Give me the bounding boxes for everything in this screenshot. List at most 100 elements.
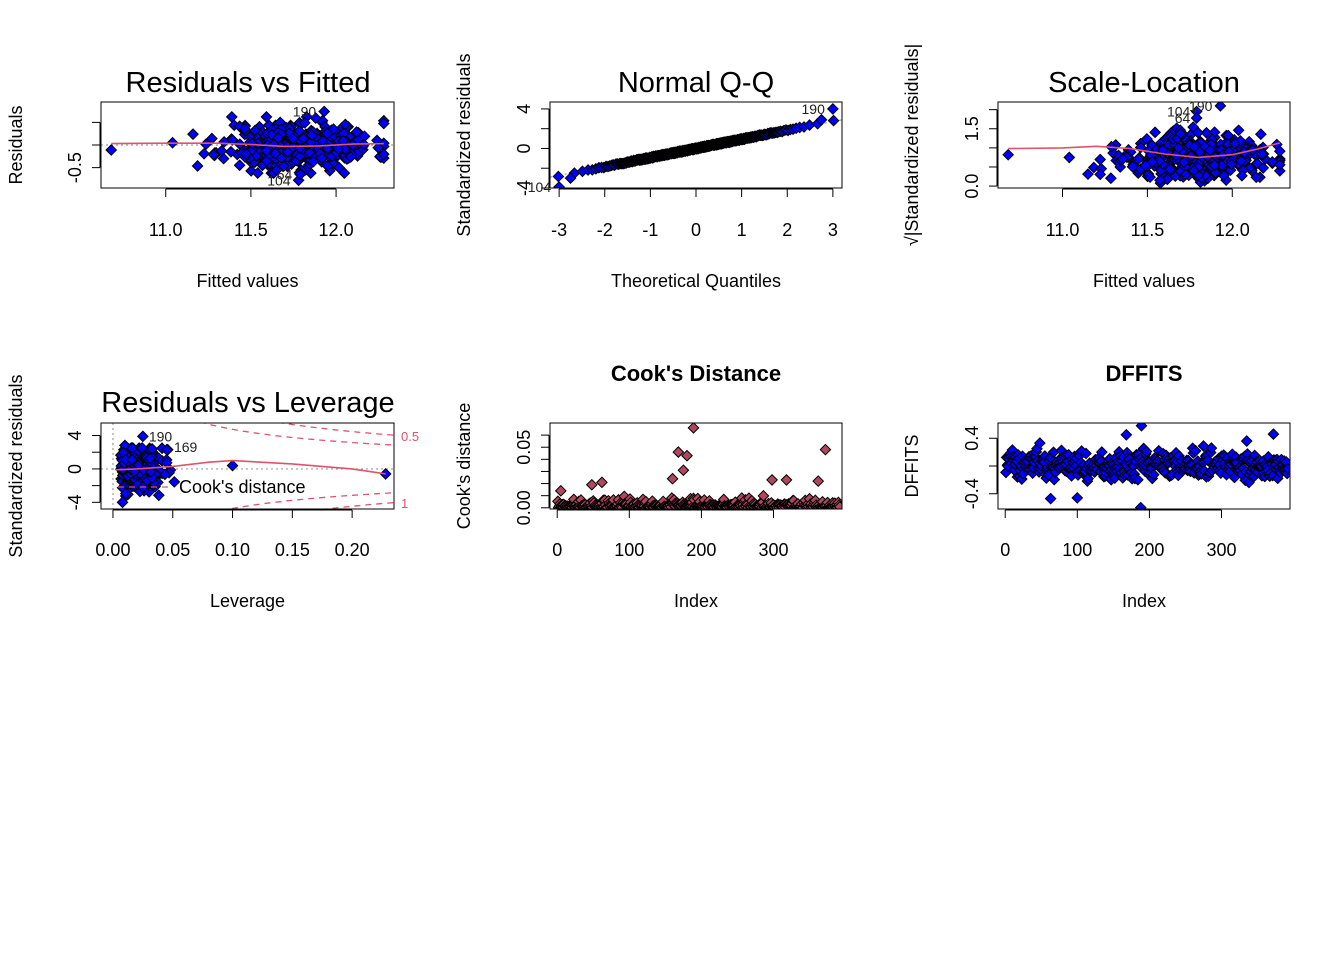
data-point xyxy=(1281,462,1290,475)
data-point xyxy=(251,167,264,179)
plot-dffits: DFFITS 0 100 200 300 -0.4 0.4 Index DFFITS xyxy=(902,361,1291,611)
data-point xyxy=(1033,437,1046,450)
x-tick-label: 11.5 xyxy=(1131,220,1165,240)
data-point xyxy=(553,181,566,188)
smoother-line xyxy=(111,142,384,148)
plot-frame xyxy=(997,422,1291,510)
data-point xyxy=(226,459,239,472)
data-point xyxy=(233,159,246,172)
x-tick-label: 11.0 xyxy=(149,220,183,240)
point-label: 64 xyxy=(277,166,293,182)
data-point xyxy=(672,446,685,458)
data-point xyxy=(338,167,351,179)
data-point xyxy=(226,133,239,146)
points xyxy=(105,105,390,187)
point-label: 190 xyxy=(149,428,173,444)
y-tick-label: 0 xyxy=(514,143,534,153)
data-point xyxy=(326,157,339,170)
data-point xyxy=(1153,154,1166,167)
data-point xyxy=(344,151,357,163)
data-point xyxy=(160,456,173,469)
data-point xyxy=(297,132,310,145)
data-point xyxy=(1120,428,1133,441)
plot-resid_leverage: Residuals vs Leverage 0.00 0.05 0.10 0.15 0.2… xyxy=(6,374,419,611)
data-point xyxy=(554,484,567,497)
data-point xyxy=(240,148,253,160)
data-point xyxy=(1192,126,1204,139)
data-point xyxy=(1187,164,1200,177)
x-tick-label: 300 xyxy=(1206,540,1236,560)
data-point xyxy=(246,137,259,150)
x-tick-label: 12.0 xyxy=(1215,220,1250,240)
data-point xyxy=(1266,155,1279,168)
data-point xyxy=(833,500,842,509)
data-point xyxy=(1131,473,1144,486)
data-point xyxy=(826,103,839,115)
x-axis-label: Index xyxy=(1122,591,1166,611)
point-label: 169 xyxy=(174,439,198,455)
y-axis-label: DFFITS xyxy=(902,435,922,498)
data-point xyxy=(1164,163,1176,175)
legend: Cook's distance xyxy=(118,477,306,497)
x-axis-label: Index xyxy=(674,591,718,611)
data-point xyxy=(238,123,251,135)
plot-resid_fitted: Residuals vs Fitted 11.0 11.5 12.0 -0.5 Fitte… xyxy=(6,67,395,291)
plot-frame xyxy=(549,101,843,189)
data-point xyxy=(1154,174,1166,187)
points xyxy=(1000,423,1290,509)
data-point xyxy=(766,474,778,486)
plot-title: DFFITS xyxy=(1106,361,1183,386)
cook-contour-label: 0.5 xyxy=(401,429,419,444)
plot-area xyxy=(550,103,842,188)
plot-area xyxy=(101,105,394,187)
y-tick-label: -0.5 xyxy=(65,152,85,183)
x-tick-label: 0.05 xyxy=(155,540,190,560)
data-point xyxy=(1189,444,1202,457)
data-point xyxy=(1146,156,1159,168)
data-point xyxy=(270,164,283,176)
x-tick-label: 1 xyxy=(737,220,747,240)
x-axis-label: Fitted values xyxy=(1093,271,1195,291)
plot-cooks_distance: Cook's Distance 0 100 200 300 0.00 0.05 Index Co… xyxy=(454,361,843,611)
data-point xyxy=(217,152,230,165)
data-point xyxy=(677,464,690,477)
data-point xyxy=(1240,435,1253,447)
plot-area xyxy=(1000,423,1290,509)
data-point xyxy=(377,117,390,130)
x-tick-label: 11.5 xyxy=(234,220,268,240)
points xyxy=(1002,102,1286,188)
x-tick-label: 200 xyxy=(1134,540,1164,560)
data-point xyxy=(332,142,345,155)
data-point xyxy=(666,472,679,485)
data-point xyxy=(303,146,316,159)
data-point xyxy=(225,145,237,158)
data-point xyxy=(377,148,390,161)
x-tick-label: 11.0 xyxy=(1046,220,1080,240)
data-point xyxy=(1243,162,1256,175)
y-axis-label: Standardized residuals xyxy=(454,53,474,236)
data-point xyxy=(260,111,273,123)
x-tick-label: 100 xyxy=(614,540,644,560)
data-point xyxy=(1225,158,1238,171)
data-point xyxy=(1178,156,1190,169)
data-point xyxy=(321,160,334,172)
data-point xyxy=(327,123,340,136)
point-label: 190 xyxy=(1189,98,1213,114)
data-point xyxy=(316,152,328,165)
data-point xyxy=(1250,171,1263,184)
data-point xyxy=(225,111,238,123)
data-point xyxy=(379,468,392,480)
plot-frame xyxy=(100,422,395,510)
data-point xyxy=(350,126,363,138)
data-point xyxy=(116,496,129,509)
data-point xyxy=(298,116,311,129)
x-axis-label: Fitted values xyxy=(196,271,298,291)
smoother-line xyxy=(1008,142,1281,159)
data-point xyxy=(1094,168,1107,181)
data-point xyxy=(1080,447,1092,460)
plot-frame xyxy=(549,422,843,510)
data-point xyxy=(198,147,211,160)
y-tick-label: 0.05 xyxy=(514,430,534,465)
data-point xyxy=(275,152,288,165)
